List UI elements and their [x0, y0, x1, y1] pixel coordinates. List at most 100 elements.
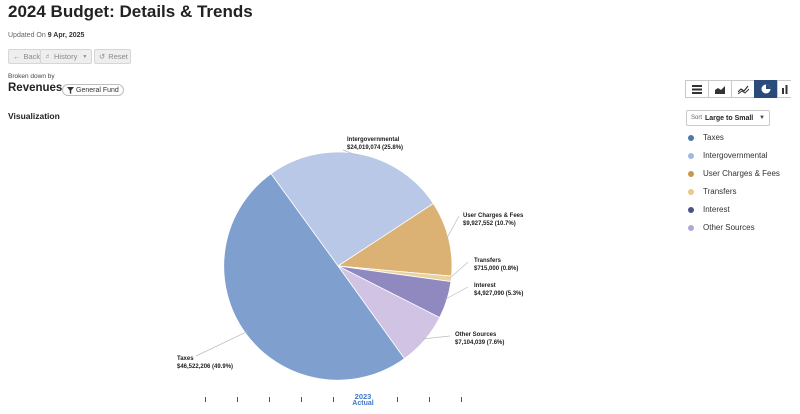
breakdown-label: Broken down by: [8, 73, 55, 80]
slice-percent: (49.9%): [212, 364, 234, 370]
visualization-label: Visualization: [8, 111, 60, 121]
axis-tick: [237, 397, 238, 402]
slice-percent: (25.8%): [382, 145, 404, 151]
slice-label: Transfers $715,000 (0.8%): [474, 257, 518, 273]
slice-value: $715,000: [474, 266, 500, 272]
slice-label-name: Intergovernmental: [347, 137, 400, 143]
legend-swatch: [688, 224, 694, 231]
slice-label: Intergovernmental $24,019,074 (25.8%): [347, 136, 403, 152]
leader-line: [444, 286, 469, 300]
updated-on: Updated On 9 Apr, 2025: [8, 32, 84, 39]
slice-value: $24,019,074: [347, 145, 381, 151]
visualization-switcher: [685, 80, 791, 98]
slice-value: $7,104,039: [455, 340, 486, 346]
leader-line: [422, 335, 451, 340]
line-chart-icon: [737, 85, 749, 94]
legend-label: Taxes: [703, 133, 724, 142]
leader-line: [342, 149, 359, 157]
slice-label-name: User Charges & Fees: [463, 213, 524, 219]
legend-item[interactable]: Other Sources: [688, 223, 755, 232]
slice-label-value: $46,522,206 (49.9%): [177, 363, 233, 371]
slice-label: Taxes $46,522,206 (49.9%): [177, 355, 233, 371]
history-button[interactable]: ♬ History ▼: [40, 49, 92, 64]
slice-label-name: Interest: [474, 283, 496, 289]
slice-label-value: $9,927,552 (10.7%): [463, 220, 523, 228]
legend-label: Other Sources: [703, 223, 755, 232]
reset-button[interactable]: ↺ Reset: [94, 49, 131, 64]
slice-label-name: Other Sources: [455, 332, 497, 338]
slice-value: $9,927,552: [463, 221, 494, 227]
sort-label: Sort: [691, 115, 703, 121]
legend-swatch: [688, 188, 694, 195]
slice-label: Interest $4,927,090 (5.3%): [474, 282, 523, 298]
back-label: Back: [23, 52, 41, 61]
axis-year-label[interactable]: 2023: [354, 392, 372, 401]
page-title: 2024 Budget: Details & Trends: [8, 2, 253, 21]
legend-swatch: [688, 152, 694, 159]
slice-value: $4,927,090: [474, 291, 505, 297]
bar-view-button[interactable]: [777, 80, 791, 98]
sort-dropdown[interactable]: Sort Large to Small ▼: [686, 110, 770, 126]
bar-chart-icon: [781, 84, 787, 94]
axis-tick: [269, 397, 270, 402]
pie-chart-icon: [761, 84, 771, 94]
slice-label: User Charges & Fees $9,927,552 (10.7%): [463, 212, 523, 228]
axis-tick: [429, 397, 430, 402]
legend-item[interactable]: Taxes: [688, 133, 724, 142]
leader-line: [449, 261, 469, 279]
legend-swatch: [688, 206, 694, 213]
slice-label-value: $4,927,090 (5.3%): [474, 290, 523, 298]
slice-value: $46,522,206: [177, 364, 211, 370]
sort-value: Large to Small: [705, 114, 754, 122]
legend-item[interactable]: Transfers: [688, 187, 737, 196]
pie-slice-taxes[interactable]: [223, 173, 406, 381]
history-icon: ♬: [45, 53, 51, 60]
chevron-down-icon: ▼: [82, 53, 88, 60]
axis-tick: [333, 397, 334, 402]
table-icon: [692, 84, 702, 94]
history-label: History: [54, 52, 78, 61]
axis-tick: [301, 397, 302, 402]
reset-label: Reset: [108, 52, 128, 61]
pie-slice-intergovernmental[interactable]: [270, 151, 434, 267]
slice-label-name: Taxes: [177, 356, 194, 362]
filter-icon: [67, 86, 74, 94]
slice-label-name: Transfers: [474, 258, 502, 264]
updated-prefix: Updated On: [8, 32, 46, 39]
fund-filter-chip[interactable]: General Fund: [62, 84, 124, 96]
area-chart-icon: [715, 85, 725, 94]
slice-label-value: $7,104,039 (7.6%): [455, 339, 504, 347]
axis-tick: [397, 397, 398, 402]
legend-swatch: [688, 134, 694, 141]
breakdown-dimension[interactable]: Revenues: [8, 82, 63, 94]
axis-tick: [205, 397, 206, 402]
legend-swatch: [688, 170, 694, 177]
arrow-left-icon: ←: [13, 52, 21, 61]
slice-label-value: $24,019,074 (25.8%): [347, 144, 403, 152]
axis-kind-label[interactable]: Actual: [352, 400, 374, 407]
legend-label: User Charges & Fees: [703, 169, 780, 178]
reset-icon: ↺: [99, 52, 106, 61]
legend-item[interactable]: User Charges & Fees: [688, 169, 780, 178]
legend-label: Transfers: [703, 187, 737, 196]
legend-item[interactable]: Interest: [688, 205, 730, 214]
slice-label: Other Sources $7,104,039 (7.6%): [455, 331, 504, 347]
pie-slice-user-charges-fees[interactable]: [336, 202, 453, 277]
fund-filter-label: General Fund: [76, 86, 119, 94]
updated-date: 9 Apr, 2025: [47, 32, 85, 39]
slice-percent: (5.3%): [505, 291, 524, 297]
slice-percent: (0.8%): [500, 266, 519, 272]
legend-item[interactable]: Intergovernmental: [688, 151, 767, 160]
axis-tick: [461, 397, 462, 402]
slice-label-value: $715,000 (0.8%): [474, 265, 518, 273]
chevron-down-icon: ▼: [759, 115, 765, 121]
legend-label: Intergovernmental: [703, 151, 768, 160]
table-view-button[interactable]: [685, 80, 709, 98]
slice-percent: (10.7%): [494, 221, 516, 227]
pie-view-button[interactable]: [754, 80, 778, 98]
legend-label: Interest: [703, 205, 730, 214]
leader-line: [446, 215, 460, 239]
leader-line: [195, 331, 248, 357]
slice-percent: (7.6%): [486, 340, 505, 346]
